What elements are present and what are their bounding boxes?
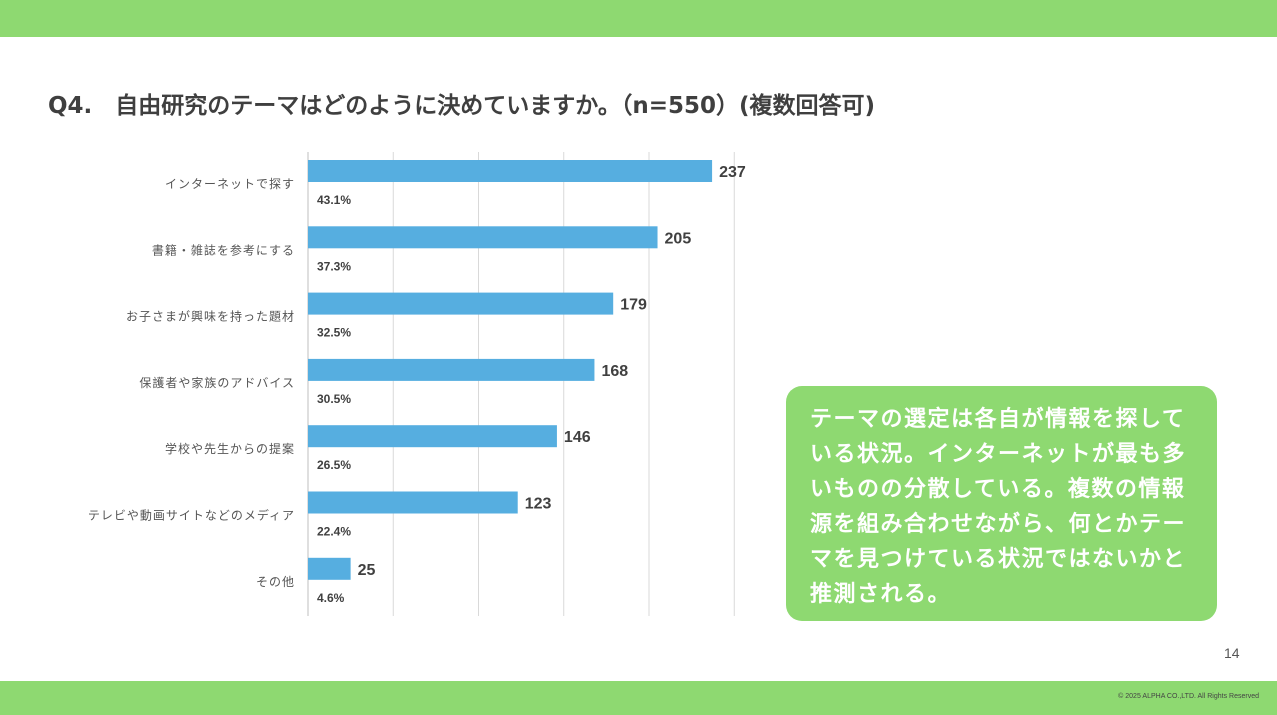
chart-category-label: 保護者や家族のアドバイス — [139, 375, 295, 390]
chart-percent-label: 30.5% — [317, 392, 351, 406]
chart-percent-label: 43.1% — [317, 193, 351, 207]
chart-bar — [308, 425, 557, 448]
top-accent-band — [0, 0, 1277, 37]
chart-gridlines — [307, 152, 735, 616]
chart-bar — [308, 358, 595, 381]
summary-callout: テーマの選定は各自が情報を探している状況。インターネットが最も多いものの分散して… — [786, 386, 1217, 621]
summary-text: テーマの選定は各自が情報を探している状況。インターネットが最も多いものの分散して… — [810, 407, 1187, 607]
chart-category-label: お子さまが興味を持った題材 — [126, 309, 295, 324]
chart-value-label: 168 — [601, 363, 628, 380]
chart-bar — [308, 160, 713, 182]
chart-bars: 237 43.1% インターネットで探す 205 37.3% 書籍・雑誌を参考にする 179… — [88, 160, 746, 605]
chart-value-label: 237 — [719, 164, 746, 181]
chart-percent-label: 26.5% — [317, 458, 351, 472]
chart-value-label: 179 — [620, 297, 647, 314]
chart-value-label: 146 — [564, 429, 591, 446]
chart-percent-label: 32.5% — [317, 326, 351, 340]
copyright-text: © 2025 ALPHA CO.,LTD. All Rights Reserve… — [1118, 693, 1259, 700]
page-title: Q4. 自由研究のテーマはどのように決めていますか。（n=550）(複数回答可) — [48, 93, 876, 119]
bar-chart: 237 43.1% インターネットで探す 205 37.3% 書籍・雑誌を参考にする 179… — [88, 152, 746, 616]
bottom-accent-band — [0, 681, 1277, 715]
chart-value-label: 205 — [665, 230, 692, 247]
chart-bar — [308, 292, 614, 315]
chart-bar — [308, 557, 351, 580]
chart-bar — [308, 226, 658, 249]
chart-value-label: 123 — [525, 496, 552, 513]
chart-percent-label: 37.3% — [317, 259, 351, 273]
chart-percent-label: 4.6% — [317, 591, 345, 605]
chart-category-label: 学校や先生からの提案 — [165, 441, 295, 456]
chart-category-label: その他 — [256, 575, 295, 589]
chart-category-label: テレビや動画サイトなどのメディア — [88, 508, 295, 523]
chart-percent-label: 22.4% — [317, 525, 351, 539]
chart-category-label: インターネットで探す — [165, 177, 295, 191]
chart-category-label: 書籍・雑誌を参考にする — [152, 242, 295, 257]
chart-bar — [308, 491, 518, 514]
page-number: 14 — [1224, 645, 1240, 661]
chart-value-label: 25 — [358, 562, 376, 579]
